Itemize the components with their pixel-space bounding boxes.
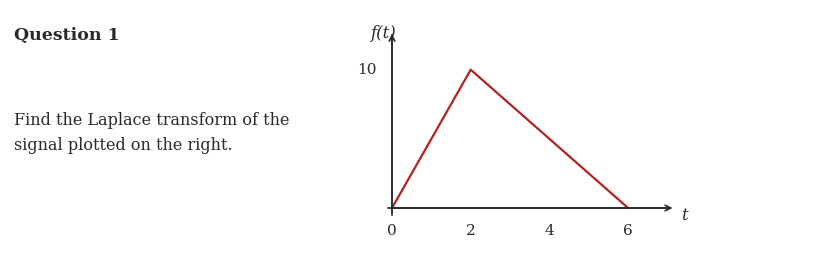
Text: 0: 0	[387, 224, 397, 238]
Text: 6: 6	[623, 224, 633, 238]
Text: t: t	[681, 207, 688, 224]
Text: Question 1: Question 1	[15, 27, 120, 44]
Text: 2: 2	[465, 224, 475, 238]
Text: 4: 4	[545, 224, 555, 238]
Text: 10: 10	[357, 63, 376, 77]
Text: f(t): f(t)	[371, 26, 396, 43]
Text: Find the Laplace transform of the
signal plotted on the right.: Find the Laplace transform of the signal…	[15, 112, 290, 154]
